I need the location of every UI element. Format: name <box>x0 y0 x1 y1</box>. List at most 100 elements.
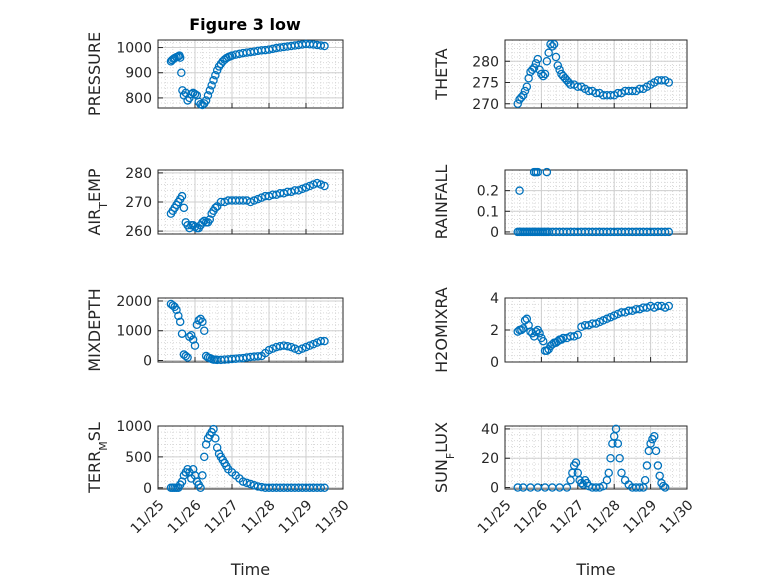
data-point <box>573 330 583 340</box>
data-point <box>571 458 581 467</box>
data-point <box>238 477 248 486</box>
figure-title: Figure 3 low <box>189 15 301 34</box>
data-point <box>298 184 307 194</box>
data-point <box>535 65 544 75</box>
data-point <box>183 353 192 362</box>
data-point <box>320 41 329 51</box>
data-point <box>305 341 314 350</box>
data-point <box>642 461 652 470</box>
data-markers <box>166 39 329 110</box>
data-point <box>617 468 626 478</box>
data-markers <box>513 40 674 109</box>
data-point <box>531 59 541 68</box>
y-tick-label: 40 <box>481 422 499 438</box>
data-point <box>294 186 303 195</box>
data-point <box>540 69 550 79</box>
data-point <box>513 483 522 492</box>
data-markers <box>513 424 670 492</box>
data-point <box>544 48 553 58</box>
data-point <box>546 40 555 49</box>
data-point <box>198 471 207 480</box>
y-axis-label: RAINFALL <box>432 165 451 240</box>
axes-frame <box>157 425 344 490</box>
data-point <box>211 434 220 443</box>
data-point <box>301 342 311 352</box>
data-markers <box>166 178 329 233</box>
y-axis-label: PRESSURE <box>85 32 104 116</box>
y-axis-label: TERRMSL <box>85 422 110 494</box>
y-tick-label: 900 <box>125 66 152 82</box>
data-point <box>660 227 670 237</box>
data-point <box>522 82 532 92</box>
data-point <box>549 40 559 49</box>
data-point <box>286 342 296 352</box>
data-point <box>529 63 539 72</box>
data-point <box>316 336 326 346</box>
axes-frame <box>157 297 344 363</box>
data-point <box>649 432 659 441</box>
data-point <box>320 336 329 346</box>
y-tick-label: 2000 <box>116 294 152 310</box>
data-point <box>253 352 263 361</box>
data-point <box>557 335 566 344</box>
data-point <box>517 93 526 102</box>
subplot-mixdepth: 0 1000 2000 MIXDEPTH <box>85 288 344 372</box>
y-tick-label: 0.2 <box>477 184 499 200</box>
y-tick-label: 0 <box>490 225 499 241</box>
data-point <box>199 452 209 462</box>
y-tick-label: 280 <box>125 166 152 182</box>
data-point <box>187 330 196 340</box>
data-point <box>533 54 543 64</box>
y-tick-label: 0 <box>143 354 152 370</box>
y-tick-label: 275 <box>472 76 499 92</box>
data-point <box>205 215 215 224</box>
data-point <box>316 483 326 493</box>
subplot-rainfall: 0 0.1 0.2 RAINFALL <box>432 165 688 241</box>
subplot-h2omixra: 0 2 4 H2OMIXRA <box>432 287 688 373</box>
data-point <box>615 453 624 463</box>
data-point <box>551 52 561 62</box>
y-tick-label: 1000 <box>116 419 152 435</box>
data-point <box>264 345 274 355</box>
data-point <box>211 71 220 80</box>
data-point <box>190 89 200 99</box>
y-axis-label: THETA <box>432 48 451 100</box>
data-point <box>513 99 522 109</box>
data-point <box>209 424 218 434</box>
data-point <box>611 424 621 434</box>
data-point <box>599 481 608 491</box>
y-tick-label: 2 <box>490 323 499 339</box>
data-point <box>664 301 674 311</box>
data-point <box>640 475 650 485</box>
y-tick-label: 270 <box>125 195 152 211</box>
data-point <box>209 76 218 85</box>
data-point <box>298 344 307 353</box>
data-point <box>664 78 674 87</box>
y-tick-label: 0 <box>143 481 152 497</box>
data-point <box>309 339 318 349</box>
data-point <box>515 186 524 195</box>
data-point <box>207 81 216 90</box>
data-point <box>537 69 546 79</box>
y-axis-label: AIRTEMP <box>85 168 110 235</box>
data-point <box>249 196 259 205</box>
data-point <box>175 317 185 327</box>
data-point <box>177 68 186 77</box>
data-point <box>196 483 205 493</box>
data-point <box>183 96 192 105</box>
data-point <box>653 461 663 470</box>
data-point <box>283 341 292 351</box>
data-point <box>301 183 311 192</box>
axes-frame <box>504 39 688 109</box>
data-point <box>535 328 544 338</box>
y-tick-label: 270 <box>472 97 499 113</box>
y-axis-label: MIXDEPTH <box>85 288 104 371</box>
y-tick-label: 260 <box>125 224 152 240</box>
subplot-theta: 270 275 280 THETA <box>432 39 688 113</box>
data-point <box>198 218 207 227</box>
data-markers <box>513 167 674 237</box>
data-point <box>177 191 187 201</box>
data-point <box>177 329 187 338</box>
